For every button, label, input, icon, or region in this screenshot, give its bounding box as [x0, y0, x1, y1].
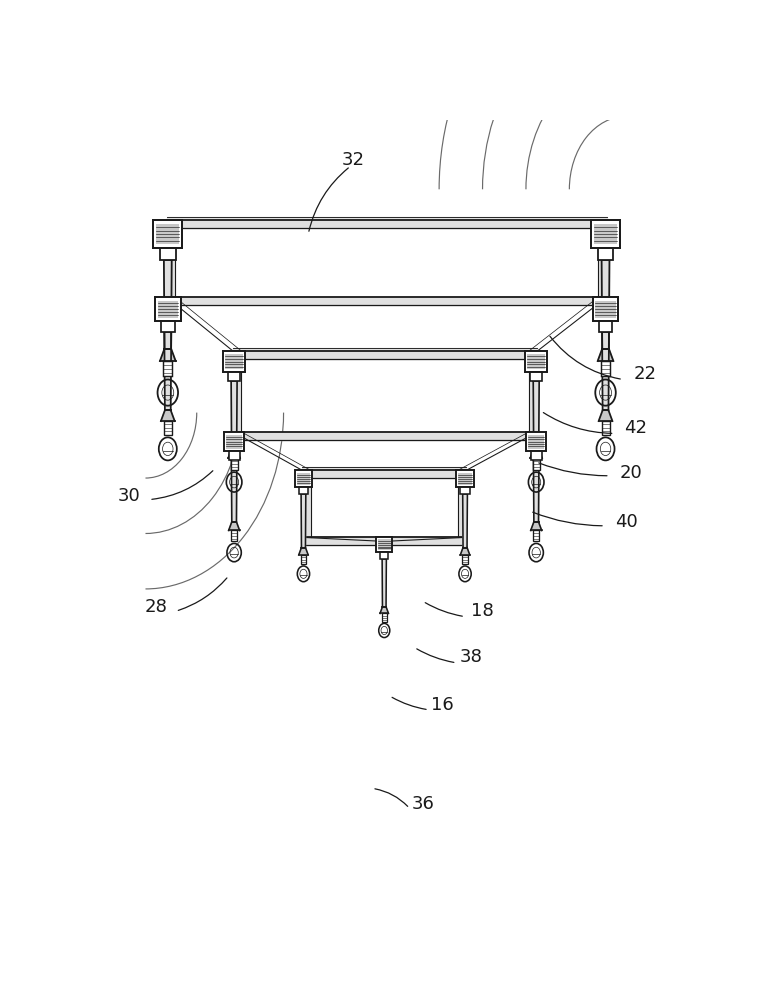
- Text: 40: 40: [615, 513, 638, 531]
- Bar: [458, 473, 472, 485]
- Polygon shape: [531, 449, 542, 458]
- Bar: [593, 297, 619, 321]
- Text: 32: 32: [342, 151, 365, 169]
- Bar: [377, 537, 392, 552]
- Bar: [161, 321, 175, 332]
- Bar: [527, 354, 545, 369]
- Polygon shape: [164, 260, 172, 349]
- Bar: [595, 301, 615, 318]
- Bar: [591, 220, 620, 248]
- Bar: [158, 301, 178, 318]
- Bar: [301, 555, 307, 564]
- Bar: [380, 552, 388, 559]
- Polygon shape: [228, 449, 240, 458]
- Polygon shape: [233, 359, 241, 432]
- Polygon shape: [529, 359, 538, 432]
- Bar: [531, 451, 541, 460]
- Polygon shape: [598, 410, 612, 421]
- Polygon shape: [233, 348, 538, 359]
- Bar: [533, 458, 540, 470]
- Polygon shape: [233, 432, 538, 440]
- Polygon shape: [602, 332, 609, 410]
- Bar: [226, 354, 243, 369]
- Polygon shape: [160, 349, 176, 361]
- Polygon shape: [229, 522, 240, 530]
- Bar: [224, 432, 244, 451]
- Bar: [528, 435, 545, 449]
- Polygon shape: [161, 410, 175, 421]
- Bar: [160, 248, 176, 260]
- Bar: [155, 297, 180, 321]
- Bar: [156, 224, 180, 244]
- Polygon shape: [231, 381, 237, 449]
- Polygon shape: [461, 548, 470, 555]
- Polygon shape: [382, 559, 387, 607]
- Text: 30: 30: [117, 487, 140, 505]
- Polygon shape: [457, 478, 466, 537]
- Polygon shape: [299, 548, 308, 555]
- Bar: [462, 555, 468, 564]
- Bar: [295, 470, 312, 487]
- Bar: [296, 473, 310, 485]
- Bar: [598, 321, 612, 332]
- Bar: [378, 539, 391, 550]
- Bar: [598, 248, 613, 260]
- Text: 38: 38: [460, 648, 482, 666]
- Polygon shape: [463, 494, 468, 548]
- Polygon shape: [301, 494, 306, 548]
- Polygon shape: [598, 228, 607, 297]
- Bar: [153, 220, 182, 248]
- Bar: [226, 435, 242, 449]
- Bar: [526, 432, 546, 451]
- Text: 42: 42: [624, 419, 647, 437]
- Bar: [382, 613, 387, 622]
- Bar: [231, 458, 237, 470]
- Bar: [299, 487, 308, 494]
- Text: 22: 22: [633, 365, 656, 383]
- Bar: [231, 530, 237, 541]
- Text: 16: 16: [431, 696, 454, 714]
- Bar: [525, 351, 547, 372]
- Text: 20: 20: [620, 464, 643, 482]
- Bar: [601, 421, 609, 435]
- Polygon shape: [531, 522, 541, 530]
- Polygon shape: [302, 467, 466, 478]
- Bar: [228, 372, 240, 381]
- Polygon shape: [302, 478, 310, 537]
- Polygon shape: [533, 381, 539, 449]
- Text: 18: 18: [471, 602, 493, 620]
- Bar: [163, 361, 172, 376]
- Bar: [461, 487, 470, 494]
- Polygon shape: [534, 460, 539, 522]
- Polygon shape: [231, 460, 237, 522]
- Polygon shape: [166, 217, 607, 228]
- Bar: [457, 470, 474, 487]
- Text: 36: 36: [412, 795, 434, 813]
- Polygon shape: [164, 332, 171, 410]
- Polygon shape: [166, 297, 607, 305]
- Polygon shape: [598, 349, 613, 361]
- Bar: [594, 224, 617, 244]
- Polygon shape: [166, 228, 175, 297]
- Polygon shape: [601, 260, 609, 349]
- Polygon shape: [380, 607, 388, 613]
- Bar: [164, 421, 172, 435]
- Bar: [531, 372, 542, 381]
- Text: 28: 28: [145, 598, 168, 616]
- Polygon shape: [302, 537, 466, 545]
- Bar: [223, 351, 245, 372]
- Bar: [533, 530, 539, 541]
- Bar: [229, 451, 240, 460]
- Bar: [601, 361, 610, 376]
